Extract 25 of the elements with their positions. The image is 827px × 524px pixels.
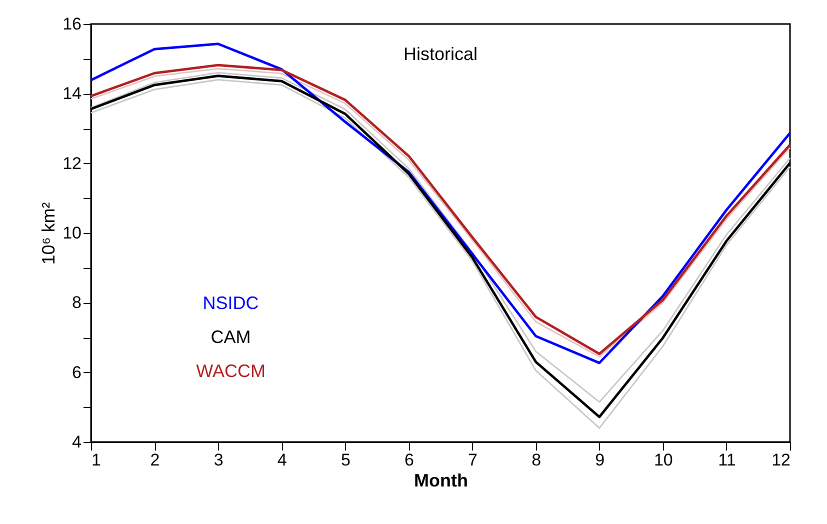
text: WACCM [196,361,266,382]
y-tick-label: 12 [62,154,82,173]
y-tick-label: 8 [72,293,82,312]
y-tick-label: 14 [62,84,82,104]
x-tick-label: 6 [404,450,414,470]
text: CAM [210,327,251,348]
x-tick-label: 10 [654,450,673,470]
y-tick-label: 6 [72,362,82,382]
x-tick-label: 11 [718,450,736,470]
x-tick-label: 2 [150,450,160,470]
text: Historical [403,44,478,64]
y-tick-label: 4 [72,432,82,452]
x-tick-label: 3 [214,450,224,470]
x-tick-label: 7 [468,450,478,470]
x-tick-label: 1 [92,450,101,470]
x-tick-label: 12 [772,450,790,470]
text: NSIDC [202,293,259,314]
y-tick-label: 16 [62,14,82,34]
x-tick-label: 5 [340,450,350,470]
x-tick-label: 8 [532,450,542,470]
x-tick-label: 9 [595,450,605,470]
y-tick-label: 10 [62,224,82,242]
y-axis-title: 10⁶ km² [38,202,59,265]
x-tick-label: 4 [277,450,287,470]
x-axis-title: Month [414,470,468,490]
